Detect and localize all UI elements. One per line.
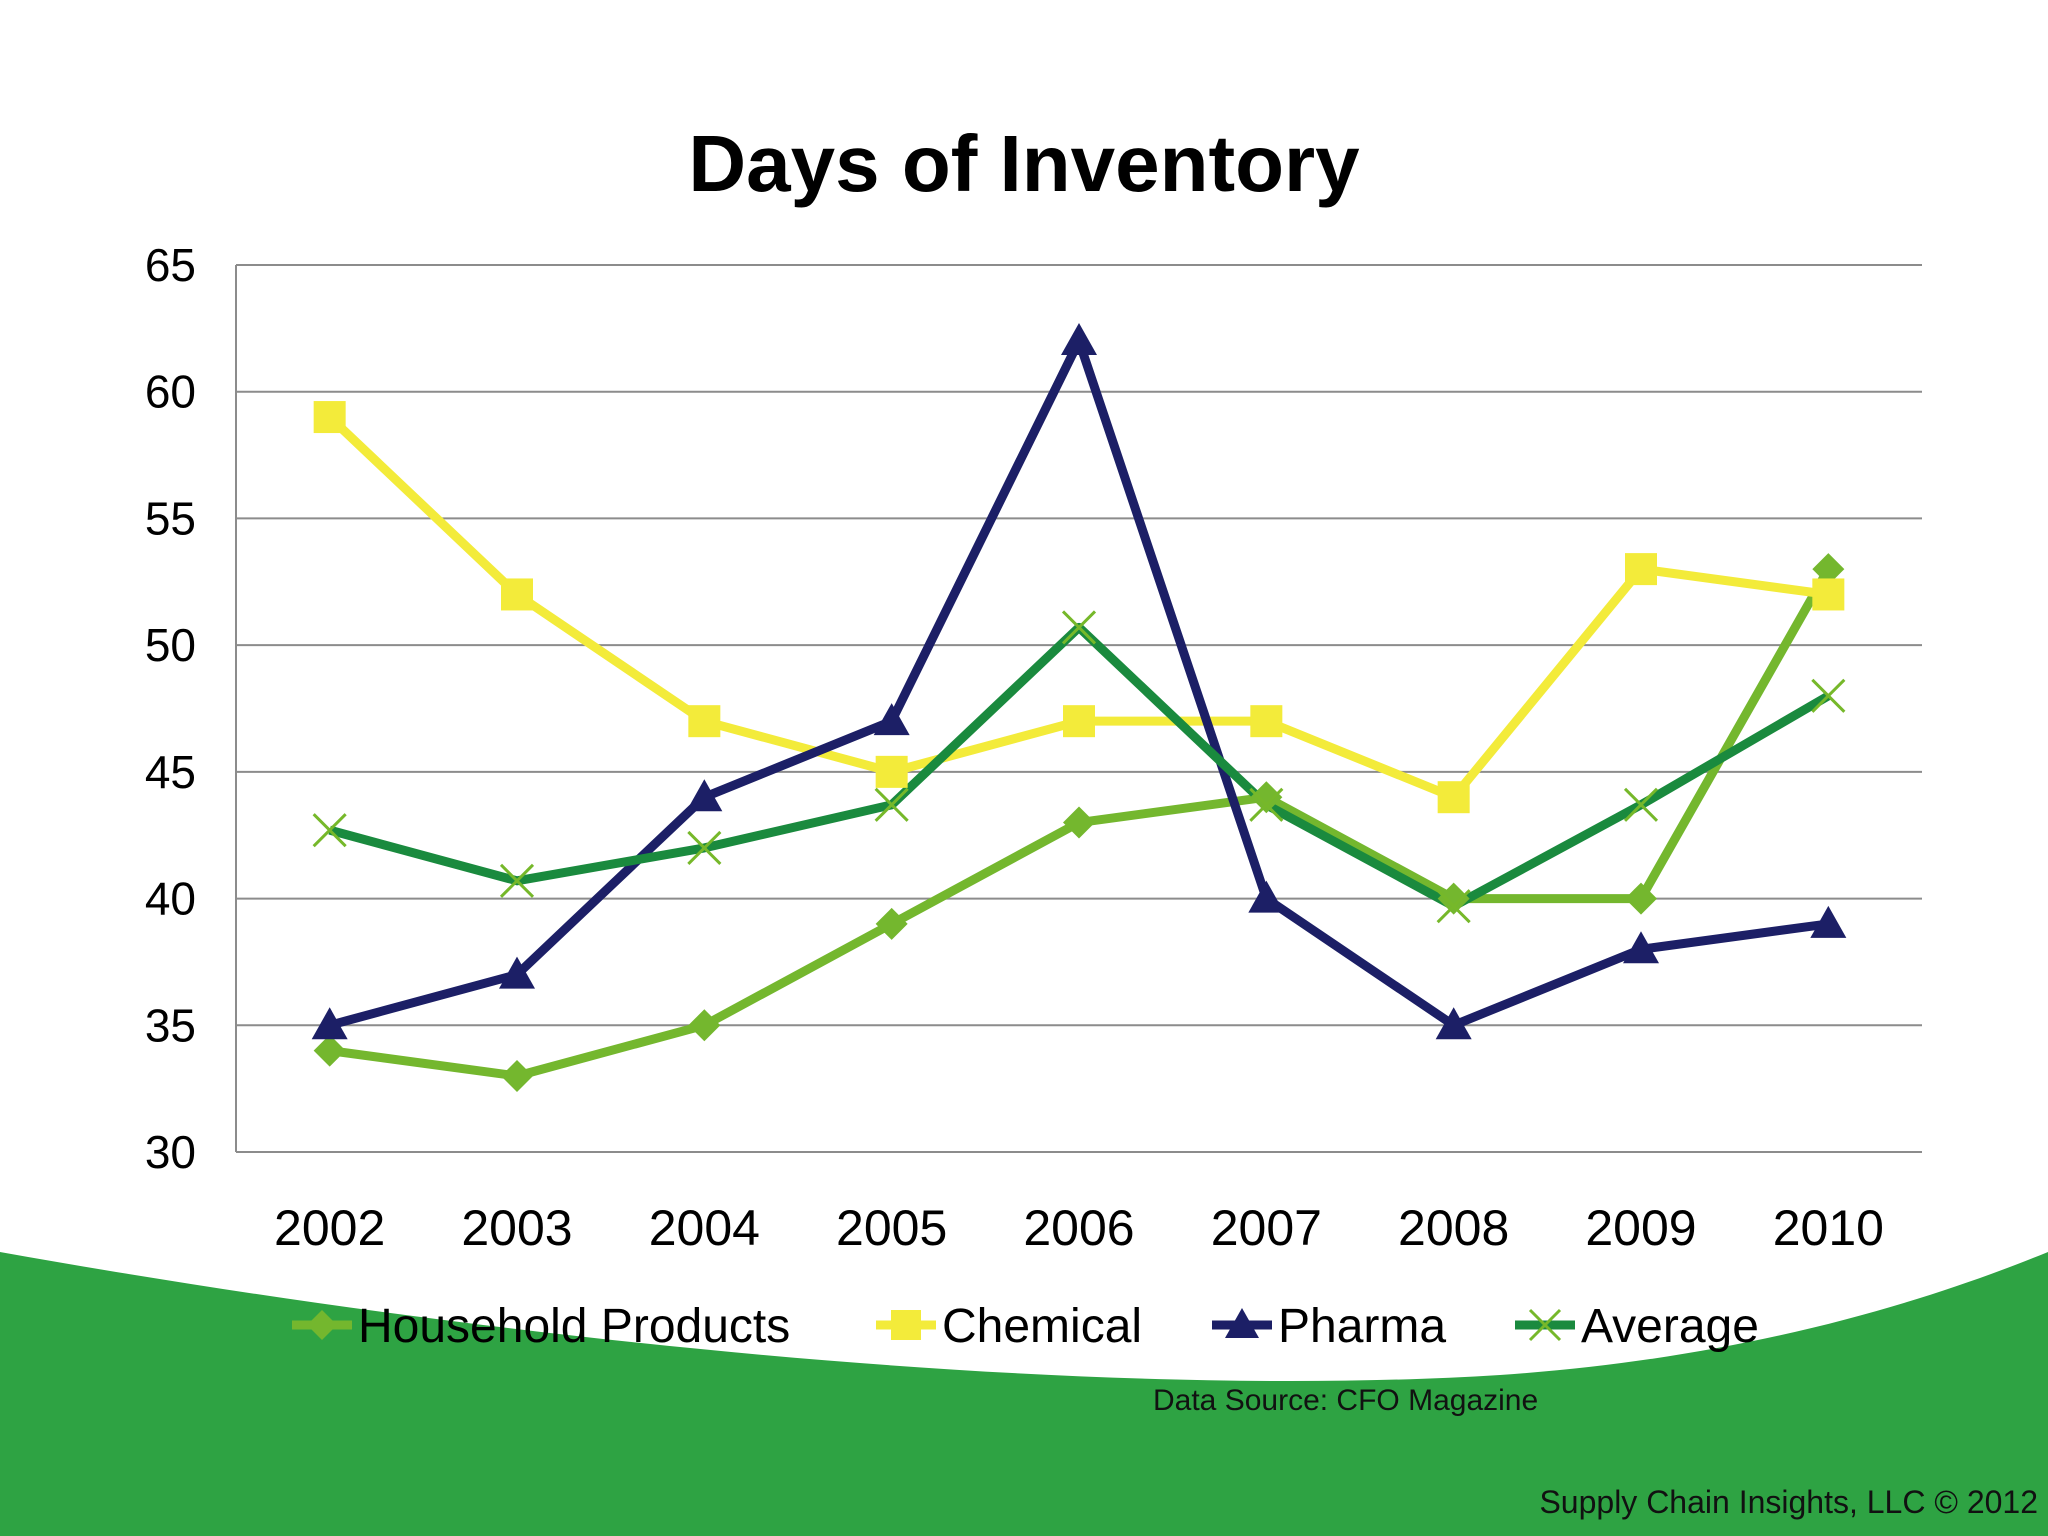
- data-point: [1623, 787, 1659, 822]
- data-point: [1436, 889, 1471, 924]
- series-markers: [311, 323, 1847, 1092]
- data-point: [311, 1007, 348, 1040]
- legend-label: Pharma: [1278, 1300, 1446, 1353]
- data-point: [307, 1310, 337, 1340]
- series-markers-household-products: [313, 553, 1845, 1092]
- data-point: [501, 578, 533, 611]
- y-tick-label: 50: [145, 619, 196, 671]
- data-point: [1435, 1007, 1472, 1040]
- y-tick-label: 35: [145, 999, 196, 1051]
- y-tick-label: 65: [145, 239, 196, 291]
- data-point: [875, 755, 908, 788]
- series-markers-pharma: [311, 323, 1847, 1040]
- data-point: [1248, 880, 1285, 913]
- data-point: [1810, 905, 1847, 938]
- series-markers-average: [312, 610, 1846, 924]
- data-point: [688, 1009, 721, 1042]
- data-point: [1437, 882, 1470, 915]
- legend-item-average: Average: [1515, 1300, 1759, 1353]
- data-point: [312, 813, 347, 848]
- x-tick-label: 2007: [1211, 1200, 1322, 1256]
- data-point: [1625, 882, 1657, 915]
- series-line-average: [328, 622, 1831, 911]
- data-point: [688, 705, 721, 738]
- data-point: [686, 779, 723, 812]
- data-point: [313, 1034, 346, 1067]
- y-tick-label: 40: [145, 873, 196, 925]
- data-point: [874, 787, 909, 822]
- data-point: [1225, 1308, 1259, 1338]
- series-line-chemical: [326, 413, 1829, 802]
- legend-label: Chemical: [942, 1300, 1142, 1353]
- legend-item-chemical: Chemical: [876, 1300, 1142, 1353]
- data-point: [499, 956, 535, 989]
- legend-label: Household Products: [358, 1300, 790, 1353]
- data-point: [1250, 781, 1283, 814]
- series-markers-chemical: [313, 401, 1845, 814]
- data-source-note: Data Source: CFO Magazine: [1153, 1384, 1539, 1417]
- data-point: [1063, 806, 1095, 839]
- data-point: [1250, 705, 1283, 738]
- legend-item-pharma: Pharma: [1212, 1300, 1446, 1353]
- y-tick-label: 30: [145, 1126, 196, 1178]
- data-point: [875, 907, 908, 940]
- x-tick-label: 2004: [649, 1200, 760, 1256]
- x-tick-label: 2005: [836, 1200, 947, 1256]
- data-point: [1061, 610, 1097, 645]
- series-line-pharma: [328, 336, 1829, 1030]
- data-point: [1812, 553, 1845, 586]
- x-tick-label: 2009: [1585, 1200, 1696, 1256]
- data-point: [313, 401, 346, 434]
- y-tick-label: 55: [145, 492, 196, 544]
- x-tick-label: 2008: [1398, 1200, 1509, 1256]
- data-point: [1625, 553, 1657, 586]
- data-point: [1063, 705, 1095, 738]
- data-point: [1249, 787, 1284, 822]
- data-point: [891, 1310, 921, 1340]
- x-tick-label: 2002: [274, 1200, 385, 1256]
- x-tick-label: 2006: [1023, 1200, 1134, 1256]
- copyright-text: Supply Chain Insights, LLC © 2012: [1539, 1484, 2038, 1520]
- axes: [235, 265, 1922, 1153]
- data-point: [1812, 578, 1845, 611]
- x-tick-labels: 2002 2003 2004 2005 2006 2007 2008 2009 2010: [274, 1200, 1884, 1256]
- data-point: [499, 863, 535, 898]
- data-point: [1528, 1308, 1562, 1342]
- data-point: [687, 830, 722, 865]
- legend-label: Average: [1581, 1300, 1759, 1353]
- y-tick-label: 45: [145, 746, 196, 798]
- x-tick-label: 2010: [1773, 1200, 1884, 1256]
- background-band: [0, 1252, 2048, 1536]
- y-tick-label: 60: [145, 366, 196, 418]
- data-point: [1061, 323, 1097, 356]
- x-tick-label: 2003: [461, 1200, 572, 1256]
- chart-title: Days of Inventory: [688, 119, 1360, 208]
- legend: Household Products Chemical Pharma Average: [292, 1300, 1759, 1353]
- legend-item-household-products: Household Products: [292, 1300, 790, 1353]
- data-point: [501, 1059, 533, 1092]
- data-point: [873, 703, 910, 736]
- data-point: [1623, 931, 1659, 964]
- data-point: [1437, 781, 1470, 814]
- y-tick-labels: 30 35 40 45 50 55 60 65: [145, 239, 196, 1178]
- data-point: [1811, 678, 1846, 713]
